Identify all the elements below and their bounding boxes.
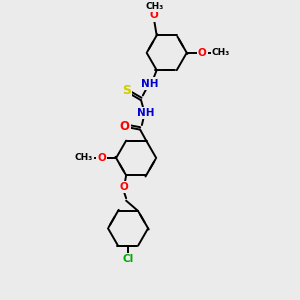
Text: O: O [98, 153, 106, 163]
Text: NH: NH [141, 79, 158, 88]
Text: O: O [198, 48, 206, 58]
Text: CH₃: CH₃ [74, 154, 93, 163]
Text: CH₃: CH₃ [212, 48, 230, 57]
Text: O: O [150, 11, 159, 20]
Text: O: O [119, 182, 128, 192]
Text: Cl: Cl [122, 254, 134, 264]
Text: CH₃: CH₃ [145, 2, 164, 11]
Text: S: S [122, 84, 131, 97]
Text: NH: NH [137, 108, 154, 118]
Text: O: O [120, 119, 130, 133]
